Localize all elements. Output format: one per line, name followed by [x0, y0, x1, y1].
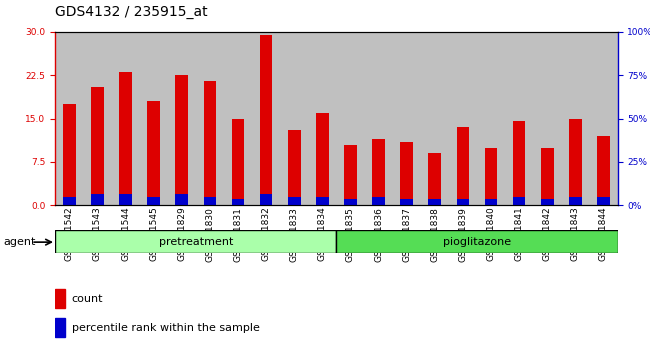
Bar [176, 75, 188, 205]
Bar [428, 199, 441, 205]
Bar [196, 32, 224, 205]
Bar [449, 32, 477, 205]
Bar [372, 139, 385, 205]
Bar [148, 101, 160, 205]
Bar [597, 136, 610, 205]
Bar [91, 87, 104, 205]
Bar [316, 197, 329, 205]
Bar [203, 81, 216, 205]
Bar [505, 32, 533, 205]
Bar [55, 318, 65, 337]
Bar [337, 32, 365, 205]
Bar [224, 32, 252, 205]
Bar [485, 148, 497, 205]
Bar [176, 194, 188, 205]
Bar [63, 197, 75, 205]
Text: percentile rank within the sample: percentile rank within the sample [72, 323, 259, 333]
Bar [148, 197, 160, 205]
Bar [260, 194, 272, 205]
Bar [308, 32, 337, 205]
Bar [590, 32, 618, 205]
Bar [112, 32, 140, 205]
Bar [63, 104, 75, 205]
Bar [252, 32, 280, 205]
Bar [55, 230, 337, 253]
Bar [456, 199, 469, 205]
Bar [280, 32, 308, 205]
Bar [569, 197, 582, 205]
Bar [119, 72, 132, 205]
Text: pretreatment: pretreatment [159, 236, 233, 247]
Bar [119, 194, 132, 205]
Bar [533, 32, 561, 205]
Bar [344, 144, 357, 205]
Bar [421, 32, 448, 205]
Bar [83, 32, 112, 205]
Bar [91, 194, 104, 205]
Bar [140, 32, 168, 205]
Bar [260, 35, 272, 205]
Bar [513, 197, 525, 205]
Bar [561, 32, 590, 205]
Bar [541, 148, 554, 205]
Bar [55, 289, 65, 308]
Bar [231, 119, 244, 205]
Bar [477, 32, 505, 205]
Bar [393, 32, 421, 205]
Bar [365, 32, 393, 205]
Bar [231, 199, 244, 205]
Bar [288, 197, 300, 205]
Bar [569, 119, 582, 205]
Bar [372, 197, 385, 205]
Text: agent: agent [3, 238, 36, 247]
Text: pioglitazone: pioglitazone [443, 236, 511, 247]
Bar [541, 199, 554, 205]
Bar [203, 197, 216, 205]
Bar [288, 130, 300, 205]
Bar [316, 113, 329, 205]
Bar [597, 197, 610, 205]
Bar [55, 32, 83, 205]
Bar [337, 230, 618, 253]
Bar [485, 199, 497, 205]
Text: count: count [72, 295, 103, 304]
Bar [456, 127, 469, 205]
Text: GDS4132 / 235915_at: GDS4132 / 235915_at [55, 5, 208, 19]
Bar [428, 153, 441, 205]
Bar [400, 199, 413, 205]
Bar [513, 121, 525, 205]
Bar [168, 32, 196, 205]
Bar [344, 199, 357, 205]
Bar [400, 142, 413, 205]
